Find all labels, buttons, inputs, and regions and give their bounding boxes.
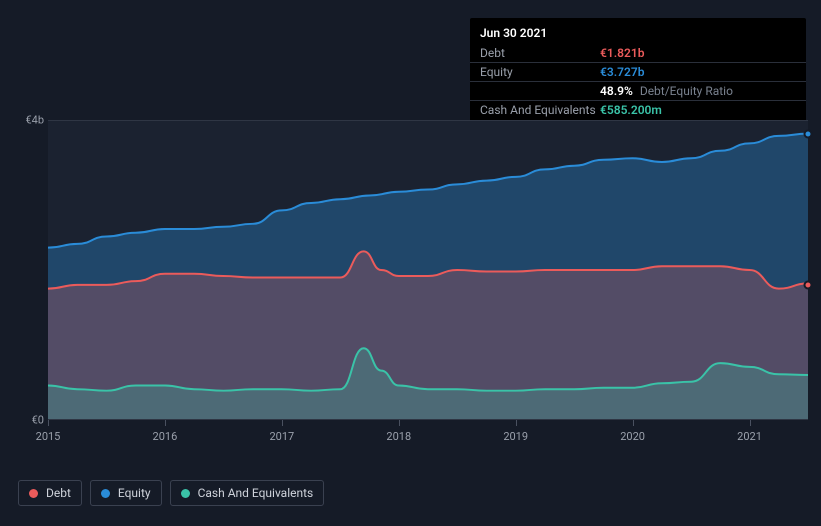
x-axis: 2015201620172018201920202021 xyxy=(48,426,808,446)
legend-label: Debt xyxy=(46,486,71,500)
legend-dot-icon xyxy=(101,489,110,498)
tooltip-row: 48.9% Debt/Equity Ratio xyxy=(470,81,806,100)
x-axis-label: 2018 xyxy=(386,430,411,443)
tooltip-row-value: €585.200m xyxy=(600,103,662,117)
x-axis-label: 2021 xyxy=(737,430,762,443)
legend-label: Equity xyxy=(118,486,151,500)
tooltip-row-value: 48.9% Debt/Equity Ratio xyxy=(600,84,733,98)
x-axis-tick xyxy=(750,420,751,426)
x-axis-tick xyxy=(165,420,166,426)
tooltip-row-suffix: Debt/Equity Ratio xyxy=(637,84,733,98)
tooltip-row-label: Cash And Equivalents xyxy=(480,103,600,117)
tooltip-row-label xyxy=(480,84,600,98)
x-axis-tick xyxy=(282,420,283,426)
legend-item[interactable]: Debt xyxy=(18,480,82,506)
legend-label: Cash And Equivalents xyxy=(198,486,314,500)
x-axis-tick xyxy=(48,420,49,426)
x-axis-label: 2020 xyxy=(620,430,645,443)
x-axis-label: 2017 xyxy=(269,430,294,443)
tooltip-row-value: €3.727b xyxy=(600,65,644,79)
x-axis-tick xyxy=(633,420,634,426)
tooltip-row: Debt€1.821b xyxy=(470,44,806,62)
y-axis-label: €0 xyxy=(32,414,44,427)
series-end-marker xyxy=(804,129,813,138)
series-end-marker xyxy=(804,280,813,289)
legend-dot-icon xyxy=(181,489,190,498)
tooltip-row-label: Debt xyxy=(480,46,600,60)
x-axis-label: 2019 xyxy=(503,430,528,443)
legend-item[interactable]: Equity xyxy=(90,480,162,506)
chart-plot-area[interactable] xyxy=(48,120,808,420)
x-axis-label: 2016 xyxy=(153,430,178,443)
chart-legend: Debt Equity Cash And Equivalents xyxy=(18,480,324,506)
debt-equity-chart[interactable]: €0€4b 2015 2016 2017 2018 2019 2020 2021 xyxy=(18,120,808,460)
tooltip-row: Equity€3.727b xyxy=(470,62,806,81)
y-axis-label: €4b xyxy=(25,114,44,127)
legend-dot-icon xyxy=(29,489,38,498)
tooltip-row-value: €1.821b xyxy=(600,46,644,60)
x-axis-tick xyxy=(516,420,517,426)
tooltip-row-label: Equity xyxy=(480,65,600,79)
y-axis: €0€4b xyxy=(18,120,48,460)
x-axis-label: 2015 xyxy=(36,430,61,443)
chart-tooltip: Jun 30 2021 Debt€1.821bEquity€3.727b48.9… xyxy=(470,18,806,125)
tooltip-row: Cash And Equivalents€585.200m xyxy=(470,100,806,119)
tooltip-date: Jun 30 2021 xyxy=(470,24,806,44)
x-axis-tick xyxy=(399,420,400,426)
legend-item[interactable]: Cash And Equivalents xyxy=(170,480,325,506)
